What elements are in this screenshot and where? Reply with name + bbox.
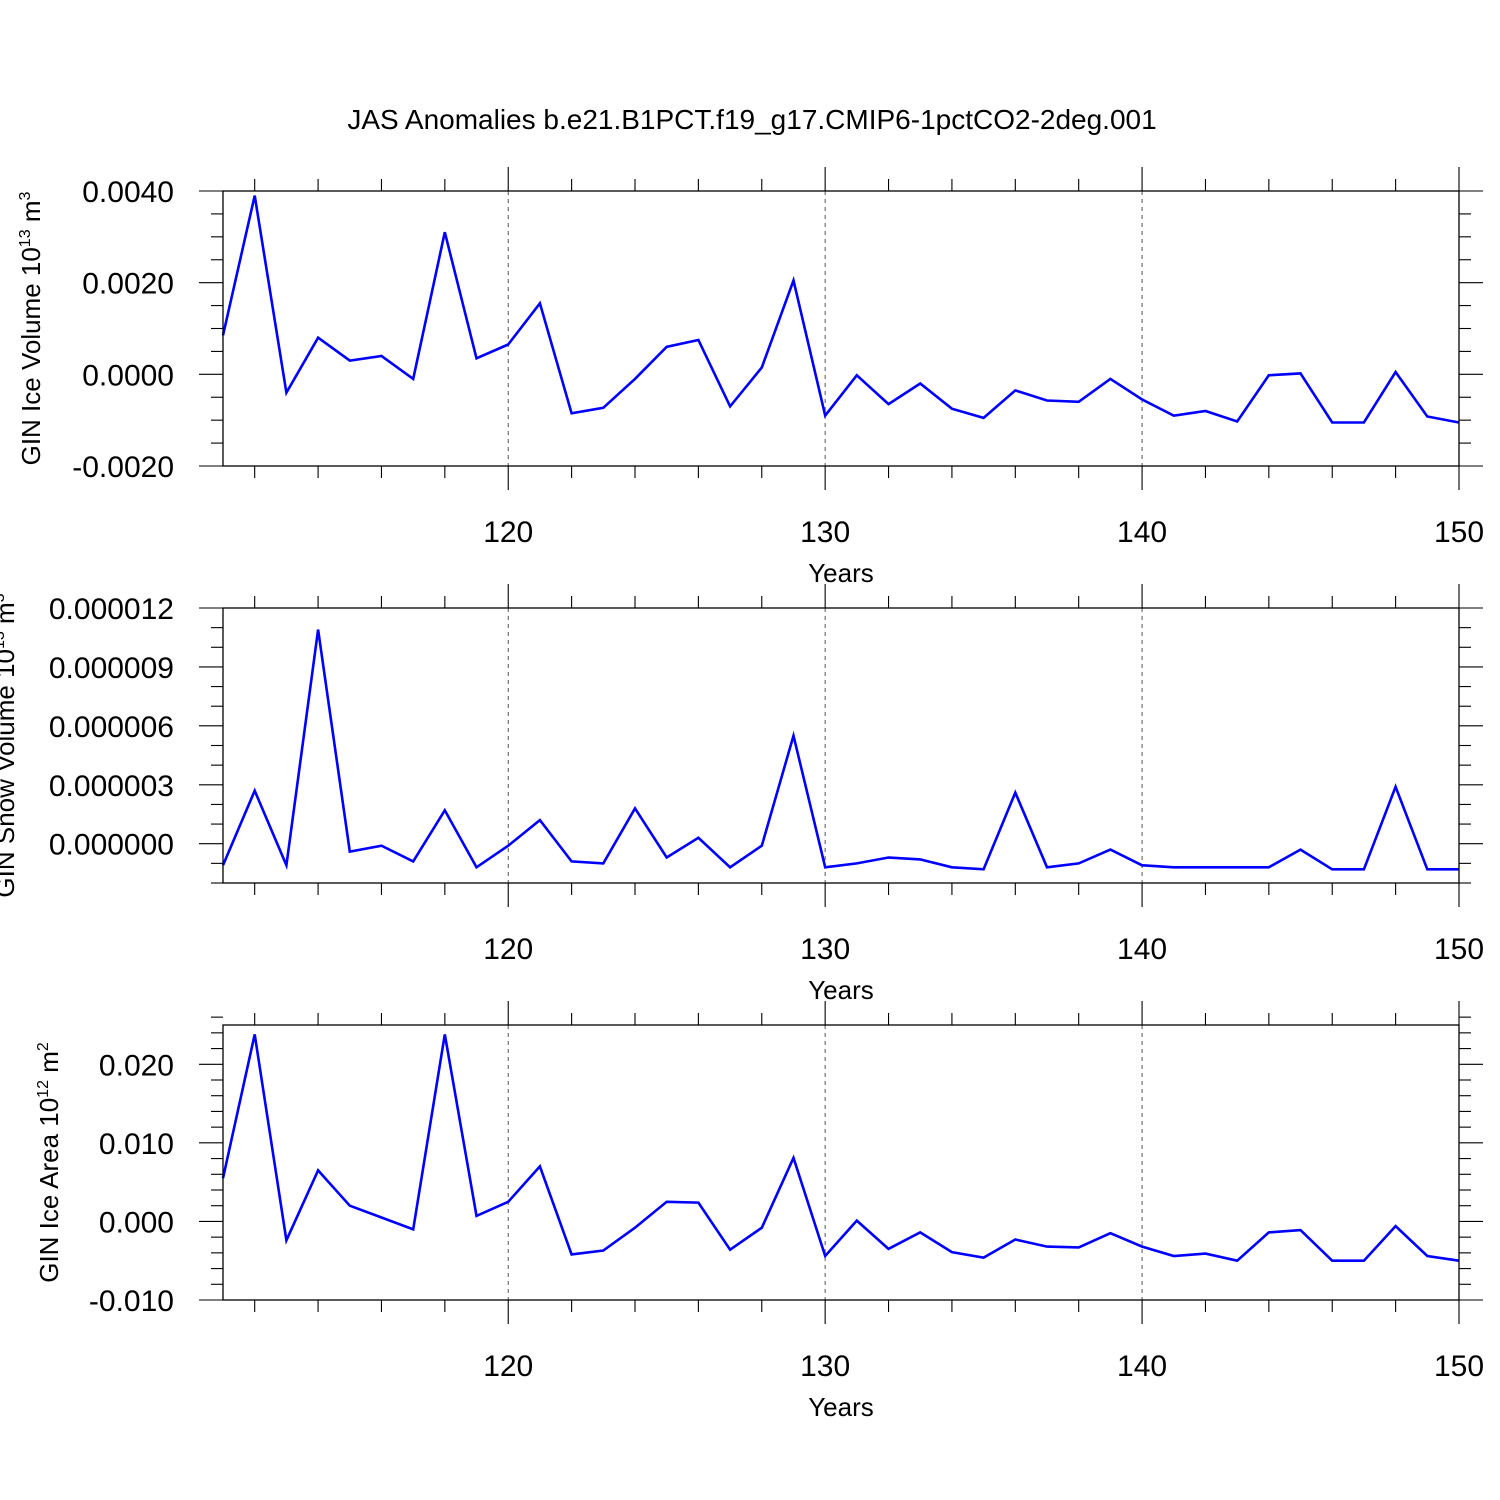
- y-tick-label: 0.0020: [82, 268, 174, 301]
- x-tick-label: 140: [1117, 516, 1167, 549]
- plot-frame: [222, 1024, 1460, 1301]
- y-tick-label: 0.000000: [49, 829, 174, 862]
- y-axis-title: GIN Snow Volume 1013 m3: [0, 593, 20, 897]
- x-tick-label: 120: [483, 933, 533, 966]
- x-tick-label: 140: [1117, 933, 1167, 966]
- chart-panel-3: 120 130 140 150 -0.010 0.000 0.010 0.020 Years GI…: [34, 1001, 1484, 1422]
- x-axis-title: Years: [808, 975, 874, 1005]
- y-tick-label: 0.000009: [49, 652, 174, 685]
- series-line: [221, 1034, 1460, 1263]
- y-axis-title-superscript: 12: [35, 1080, 52, 1098]
- chart-panel-1: 120 130 140 150 -0.0020 0.0000 0.0020 0.0040 Yea…: [16, 167, 1484, 588]
- y-axis-title: GIN Ice Volume 1013 m3: [16, 191, 46, 465]
- y-tick-label: 0.0040: [82, 176, 174, 209]
- x-tick-label: 120: [483, 1350, 533, 1383]
- chart-title: JAS Anomalies b.e21.B1PCT.f19_g17.CMIP6-…: [347, 104, 1156, 135]
- x-tick-label: 150: [1434, 1350, 1484, 1383]
- y-axis-title-part: GIN Ice Volume 10: [16, 247, 46, 465]
- y-axis-title-part: GIN Ice Area 10: [34, 1098, 64, 1283]
- y-axis-title-superscript: 13: [17, 229, 34, 247]
- chart-panel-2: 120 130 140 150 0.000000 0.000003 0.000006 0.00…: [0, 584, 1484, 1005]
- y-tick-label: 0.000006: [49, 711, 174, 744]
- series-line: [221, 195, 1460, 424]
- x-axis-title: Years: [808, 558, 874, 588]
- y-axis-title-part: m: [16, 200, 46, 229]
- x-tick-label: 150: [1434, 933, 1484, 966]
- x-tick-label: 130: [800, 1350, 850, 1383]
- y-axis-title-superscript: 13: [0, 631, 8, 649]
- plot-frame: [222, 607, 1460, 884]
- y-axis-title-superscript: 3: [0, 593, 8, 602]
- y-axis-title-superscript: 3: [17, 191, 34, 200]
- y-tick-label: 0.000003: [49, 770, 174, 803]
- x-tick-label: 130: [800, 933, 850, 966]
- x-tick-label: 130: [800, 516, 850, 549]
- y-axis-title-superscript: 2: [35, 1042, 52, 1051]
- y-axis-title-part: GIN Snow Volume 10: [0, 649, 20, 898]
- y-tick-label: 0.000012: [49, 593, 174, 626]
- y-tick-label: 0.000: [99, 1206, 174, 1239]
- y-tick-label: 0.020: [99, 1049, 174, 1082]
- y-axis-title: GIN Ice Area 1012 m2: [34, 1042, 64, 1283]
- y-axis-title-part: m: [0, 602, 20, 631]
- panels: 120 130 140 150 -0.0020 0.0000 0.0020 0.0040 Yea…: [0, 167, 1484, 1422]
- plot-frame: [222, 190, 1460, 467]
- x-tick-label: 140: [1117, 1350, 1167, 1383]
- y-tick-label: -0.010: [89, 1285, 174, 1318]
- y-axis-title-part: m: [34, 1051, 64, 1080]
- x-axis-title: Years: [808, 1392, 874, 1422]
- series-line: [221, 629, 1459, 871]
- x-tick-label: 150: [1434, 516, 1484, 549]
- y-tick-label: 0.0000: [82, 359, 174, 392]
- x-tick-label: 120: [483, 516, 533, 549]
- y-tick-label: -0.0020: [72, 451, 174, 484]
- y-tick-label: 0.010: [99, 1128, 174, 1161]
